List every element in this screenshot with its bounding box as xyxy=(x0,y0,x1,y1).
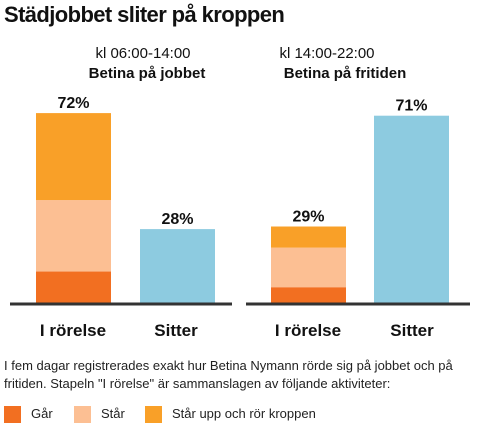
chart-canvas: kl 06:00-14:00 Betina på jobbet 72% 28% I… xyxy=(10,45,470,340)
bar-value-label: 72% xyxy=(57,95,89,112)
panel-time-label: kl 14:00-22:00 xyxy=(279,45,374,62)
chart-free-time: kl 14:00-22:00 Betina på fritiden 29% 71%… xyxy=(246,45,470,340)
panel-subtitle: Betina på jobbet xyxy=(89,65,206,82)
category-label: Sitter xyxy=(154,321,198,340)
chart-work: kl 06:00-14:00 Betina på jobbet 72% 28% I… xyxy=(10,45,232,340)
panel-time-label: kl 06:00-14:00 xyxy=(95,45,190,62)
legend-swatch xyxy=(4,406,21,423)
bar-segment xyxy=(271,247,346,288)
legend-swatch xyxy=(145,406,162,423)
bar-value-label: 71% xyxy=(395,98,427,115)
legend-swatch xyxy=(74,406,91,423)
bar-segment xyxy=(140,229,215,303)
bar-segment xyxy=(271,226,346,248)
bar-value-label: 29% xyxy=(292,209,324,226)
bar-segment xyxy=(36,200,111,272)
legend-label: Går xyxy=(31,406,53,421)
category-label: I rörelse xyxy=(275,321,341,340)
bars-group: 72% 28% xyxy=(36,95,215,304)
bar-segment xyxy=(374,115,449,303)
bar-value-label: 28% xyxy=(161,211,193,228)
category-label: Sitter xyxy=(390,321,434,340)
chart-title: Städjobbet sliter på kroppen xyxy=(4,2,285,27)
bar-segment xyxy=(36,271,111,304)
panel-subtitle: Betina på fritiden xyxy=(284,65,407,82)
caption: I fem dagar registrerades exakt hur Beti… xyxy=(4,358,453,391)
legend-label: Står xyxy=(101,406,125,421)
category-label: I rörelse xyxy=(40,321,106,340)
bar-segment xyxy=(271,287,346,303)
legend-label: Står upp och rör kroppen xyxy=(172,406,316,421)
bars-group: 29% 71% xyxy=(271,98,449,303)
bar-segment xyxy=(36,113,111,201)
